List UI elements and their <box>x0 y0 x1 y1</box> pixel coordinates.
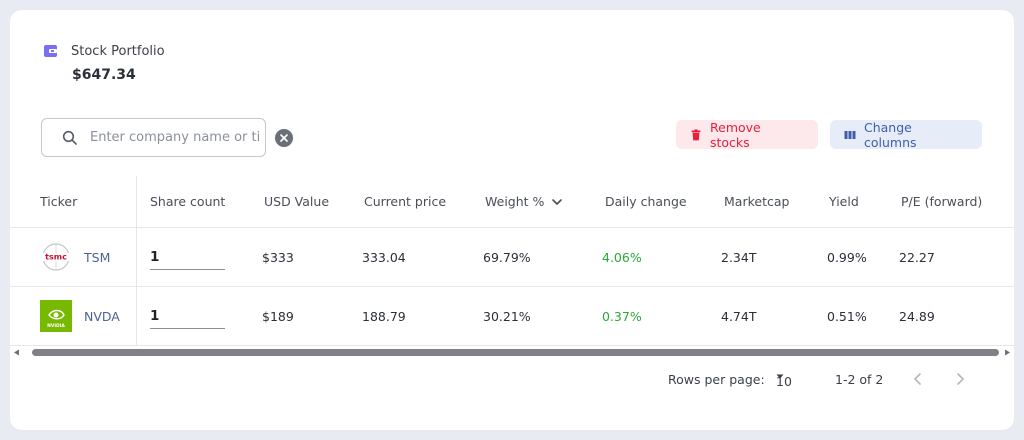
columns-icon <box>844 130 856 139</box>
scroll-right-icon[interactable] <box>1004 349 1011 356</box>
column-header-weight-label: Weight % <box>485 194 545 209</box>
column-header-marketcap[interactable]: Marketcap <box>724 194 790 209</box>
portfolio-header: Stock Portfolio <box>43 43 165 59</box>
daily-change-cell: 4.06% <box>602 249 642 265</box>
ticker-cell[interactable]: NVIDIA NVDA <box>40 287 120 345</box>
search-input[interactable] <box>90 130 260 145</box>
ticker-cell[interactable]: tsmc TSM <box>40 228 110 286</box>
column-header-ticker[interactable]: Ticker <box>40 194 78 209</box>
table-row[interactable]: tsmc TSM $333 333.04 69.79% 4.06% 2.34T … <box>10 228 1014 287</box>
remove-stocks-button[interactable]: Remove stocks <box>676 119 818 150</box>
current-price-cell: 188.79 <box>362 308 406 324</box>
current-price-cell: 333.04 <box>362 249 406 265</box>
weight-cell: 69.79% <box>483 249 531 265</box>
wallet-icon <box>44 45 57 57</box>
svg-text:tsmc: tsmc <box>45 253 67 262</box>
yield-cell: 0.51% <box>827 308 867 324</box>
column-divider <box>136 176 137 346</box>
ticker-symbol: NVDA <box>84 308 120 324</box>
share-count-cell <box>150 228 225 286</box>
nvidia-logo-icon: NVIDIA <box>40 300 72 332</box>
portfolio-card: Stock Portfolio $647.34 Remove stocks Ch… <box>10 10 1014 430</box>
column-header-current-price[interactable]: Current price <box>364 194 447 209</box>
chevron-right-icon[interactable] <box>953 372 967 386</box>
column-header-pe-forward[interactable]: P/E (forward) <box>901 194 983 209</box>
caret-down-icon <box>776 374 784 379</box>
usd-value-cell: $333 <box>262 249 294 265</box>
chevron-down-icon <box>552 198 563 205</box>
share-count-input[interactable] <box>150 303 225 329</box>
table-header-row: Ticker Share count USD Value Current pri… <box>10 176 1014 228</box>
column-header-yield[interactable]: Yield <box>829 194 859 209</box>
scroll-left-icon[interactable] <box>13 349 20 356</box>
change-columns-button[interactable]: Change columns <box>830 119 982 150</box>
close-icon <box>280 134 288 142</box>
table-pagination: Rows per page: 10 1-2 of 2 <box>10 370 1014 390</box>
remove-stocks-label: Remove stocks <box>710 119 761 150</box>
column-header-daily-change[interactable]: Daily change <box>605 194 687 209</box>
daily-change-cell: 0.37% <box>602 308 642 324</box>
weight-cell: 30.21% <box>483 308 531 324</box>
pe-forward-cell: 22.27 <box>899 249 935 265</box>
usd-value-cell: $189 <box>262 308 294 324</box>
chevron-left-icon[interactable] <box>911 372 925 386</box>
svg-text:NVIDIA: NVIDIA <box>47 323 65 329</box>
rows-per-page-select[interactable]: 10 <box>776 372 792 389</box>
rows-per-page-label: Rows per page: <box>668 372 765 387</box>
page-title: Stock Portfolio <box>71 43 165 59</box>
column-header-usd-value[interactable]: USD Value <box>264 194 330 209</box>
marketcap-cell: 4.74T <box>721 308 757 324</box>
search-box[interactable] <box>41 118 266 157</box>
ticker-symbol: TSM <box>84 249 111 265</box>
share-count-cell <box>150 287 225 345</box>
table-row[interactable]: NVIDIA NVDA $189 188.79 30.21% 0.37% 4.7… <box>10 287 1014 346</box>
scrollbar-thumb[interactable] <box>32 349 999 356</box>
pagination-range: 1-2 of 2 <box>835 372 884 387</box>
change-columns-label: Change columns <box>864 119 917 150</box>
yield-cell: 0.99% <box>827 249 867 265</box>
share-count-input[interactable] <box>150 244 225 270</box>
column-header-share-count[interactable]: Share count <box>150 194 226 209</box>
search-icon <box>62 130 77 145</box>
tsmc-logo-icon: tsmc <box>40 241 72 273</box>
pe-forward-cell: 24.89 <box>899 308 935 324</box>
portfolio-total: $647.34 <box>72 67 136 83</box>
marketcap-cell: 2.34T <box>721 249 757 265</box>
portfolio-table: Ticker Share count USD Value Current pri… <box>10 176 1014 346</box>
rows-per-page-value: 10 <box>776 374 792 389</box>
trash-icon <box>691 128 701 140</box>
horizontal-scrollbar[interactable] <box>10 347 1014 358</box>
column-header-weight[interactable]: Weight % <box>485 176 563 227</box>
clear-search-button[interactable] <box>275 129 293 147</box>
